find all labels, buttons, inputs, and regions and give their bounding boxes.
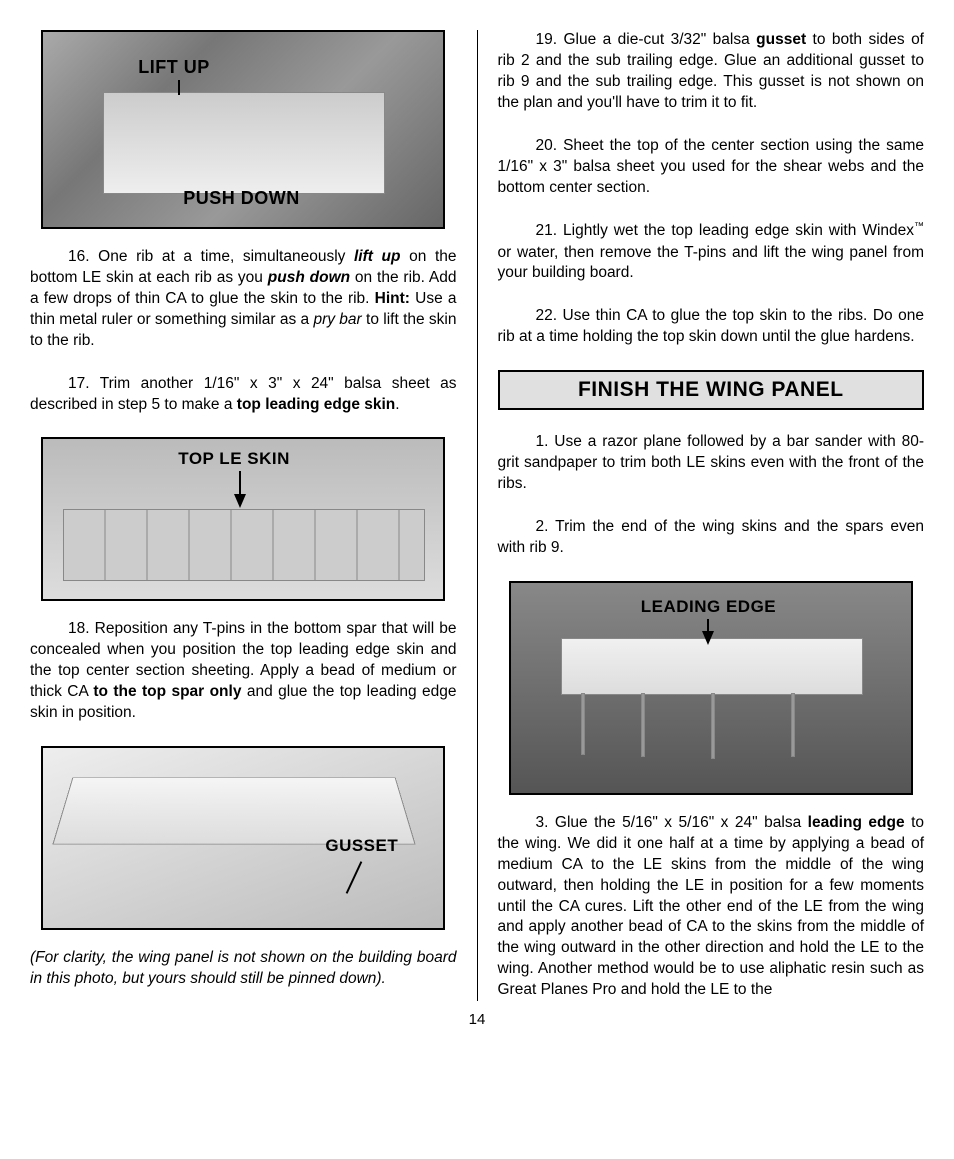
photo-label-gusset: GUSSET — [325, 836, 398, 856]
section-heading-finish-wing: FINISH THE WING PANEL — [498, 370, 925, 410]
photo-top-le-skin: TOP LE SKIN — [41, 437, 445, 601]
photo-leading-edge: LEADING EDGE — [509, 581, 913, 795]
step-22: 22. Use thin CA to glue the top skin to … — [498, 306, 925, 348]
finish-step-1: 1. Use a razor plane followed by a bar s… — [498, 432, 925, 495]
photo-lift-push: LIFT UP PUSH DOWN — [41, 30, 445, 229]
page: LIFT UP PUSH DOWN 16. One rib at a time,… — [0, 0, 954, 1048]
column-divider — [477, 30, 478, 1001]
photo-label-push-down: PUSH DOWN — [183, 188, 300, 209]
photo-label-lift-up: LIFT UP — [138, 57, 210, 78]
finish-step-3: 3. Glue the 5/16" x 5/16" x 24" balsa le… — [498, 813, 925, 1001]
step-19: 19. Glue a die-cut 3/32" balsa gusset to… — [498, 30, 925, 114]
photo-caption: (For clarity, the wing panel is not show… — [30, 948, 457, 990]
step-18: 18. Reposition any T-pins in the bottom … — [30, 619, 457, 724]
finish-step-2: 2. Trim the end of the wing skins and th… — [498, 517, 925, 559]
photo-label-leading-edge: LEADING EDGE — [641, 597, 776, 617]
step-21: 21. Lightly wet the top leading edge ski… — [498, 220, 925, 284]
step-16: 16. One rib at a time, simultaneously li… — [30, 247, 457, 352]
left-column: LIFT UP PUSH DOWN 16. One rib at a time,… — [30, 30, 457, 1001]
page-number: 14 — [30, 1011, 924, 1028]
right-column: 19. Glue a die-cut 3/32" balsa gusset to… — [498, 30, 925, 1001]
step-20: 20. Sheet the top of the center section … — [498, 136, 925, 199]
two-column-layout: LIFT UP PUSH DOWN 16. One rib at a time,… — [30, 30, 924, 1001]
photo-label-top-le-skin: TOP LE SKIN — [178, 449, 290, 469]
step-17: 17. Trim another 1/16" x 3" x 24" balsa … — [30, 374, 457, 416]
photo-gusset: GUSSET — [41, 746, 445, 930]
